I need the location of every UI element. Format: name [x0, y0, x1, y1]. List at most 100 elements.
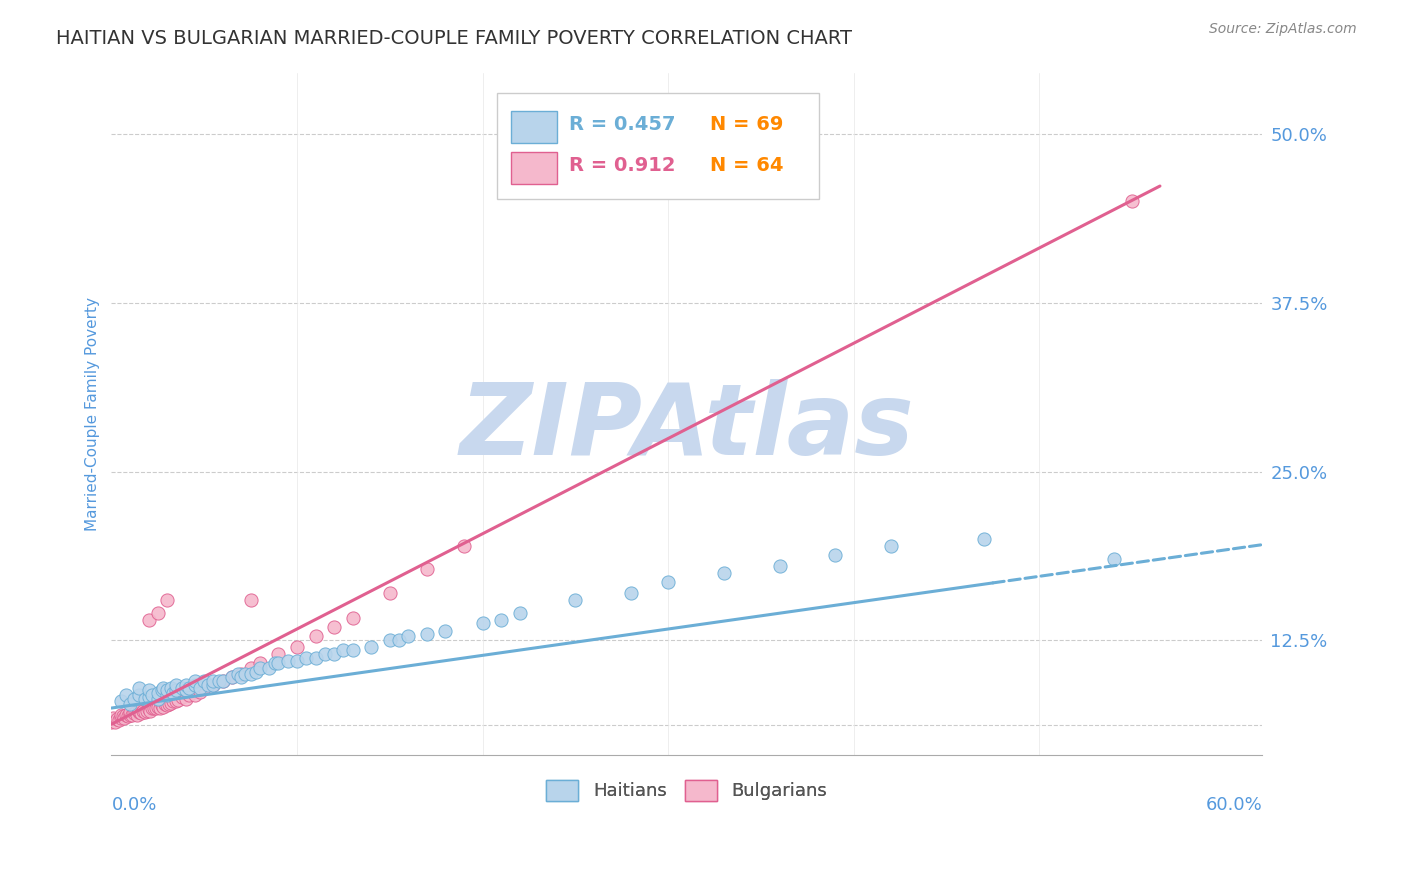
Point	[118, 697, 141, 711]
Point	[174, 691, 197, 706]
Point	[179, 681, 201, 695]
Point	[564, 593, 586, 607]
Point	[152, 699, 174, 714]
Point	[174, 683, 197, 698]
Point	[880, 539, 903, 553]
Point	[342, 643, 364, 657]
Text: 0.0%: 0.0%	[111, 797, 157, 814]
Point	[143, 701, 166, 715]
Point	[245, 665, 267, 679]
Point	[117, 709, 139, 723]
Point	[190, 681, 212, 695]
Point	[509, 607, 531, 621]
Point	[453, 539, 475, 553]
Point	[170, 690, 193, 705]
Point	[118, 707, 141, 722]
Point	[824, 549, 846, 563]
Point	[233, 667, 256, 681]
Point	[111, 709, 134, 723]
Point	[304, 629, 326, 643]
Point	[257, 660, 280, 674]
Point	[267, 657, 290, 671]
Point	[388, 633, 411, 648]
Point	[295, 651, 318, 665]
Point	[165, 694, 187, 708]
Point	[150, 683, 173, 698]
FancyBboxPatch shape	[510, 152, 557, 184]
Point	[138, 613, 160, 627]
Point	[128, 688, 150, 702]
Text: N = 69: N = 69	[710, 115, 783, 134]
Point	[267, 647, 290, 661]
Point	[1121, 194, 1143, 209]
Point	[128, 681, 150, 695]
Point	[378, 633, 401, 648]
Point	[159, 696, 181, 710]
Point	[146, 607, 169, 621]
Point	[179, 688, 201, 702]
Point	[396, 629, 419, 643]
Point	[146, 686, 169, 700]
Point	[128, 705, 150, 719]
Point	[277, 654, 299, 668]
Text: R = 0.912: R = 0.912	[569, 155, 676, 175]
Point	[124, 705, 146, 719]
Point	[973, 532, 995, 546]
Point	[197, 678, 219, 692]
Point	[304, 651, 326, 665]
Point	[156, 698, 179, 713]
Point	[231, 670, 253, 684]
Point	[115, 707, 138, 722]
Point	[122, 691, 145, 706]
Text: R = 0.457: R = 0.457	[569, 115, 676, 134]
Point	[162, 694, 184, 708]
Point	[156, 688, 179, 702]
Point	[150, 698, 173, 713]
Point	[115, 688, 138, 702]
Point	[132, 704, 155, 718]
Point	[342, 610, 364, 624]
Point	[162, 686, 184, 700]
Point	[112, 710, 135, 724]
Point	[378, 586, 401, 600]
Point	[285, 640, 308, 655]
Point	[489, 613, 512, 627]
Point	[118, 705, 141, 719]
Point	[249, 660, 271, 674]
Point	[184, 673, 207, 688]
Point	[103, 710, 125, 724]
Point	[146, 691, 169, 706]
Point	[104, 714, 127, 729]
Point	[135, 704, 157, 718]
Point	[152, 681, 174, 695]
Point	[249, 657, 271, 671]
Point	[159, 681, 181, 695]
Point	[155, 697, 177, 711]
Point	[221, 670, 243, 684]
Point	[193, 681, 215, 695]
Point	[110, 707, 132, 722]
Point	[110, 710, 132, 724]
Point	[141, 701, 163, 715]
Point	[323, 647, 346, 661]
Point	[138, 683, 160, 698]
Text: HAITIAN VS BULGARIAN MARRIED-COUPLE FAMILY POVERTY CORRELATION CHART: HAITIAN VS BULGARIAN MARRIED-COUPLE FAMI…	[56, 29, 852, 47]
Point	[167, 693, 190, 707]
Point	[127, 707, 149, 722]
Point	[239, 660, 262, 674]
Point	[221, 670, 243, 684]
Point	[174, 678, 197, 692]
Point	[184, 678, 207, 692]
Point	[134, 705, 156, 719]
Point	[416, 626, 439, 640]
Point	[138, 690, 160, 705]
Text: Source: ZipAtlas.com: Source: ZipAtlas.com	[1209, 22, 1357, 37]
Point	[620, 586, 643, 600]
Point	[211, 673, 233, 688]
Point	[239, 593, 262, 607]
Point	[285, 654, 308, 668]
Point	[231, 667, 253, 681]
Point	[145, 701, 167, 715]
Point	[1102, 552, 1125, 566]
Point	[139, 704, 162, 718]
